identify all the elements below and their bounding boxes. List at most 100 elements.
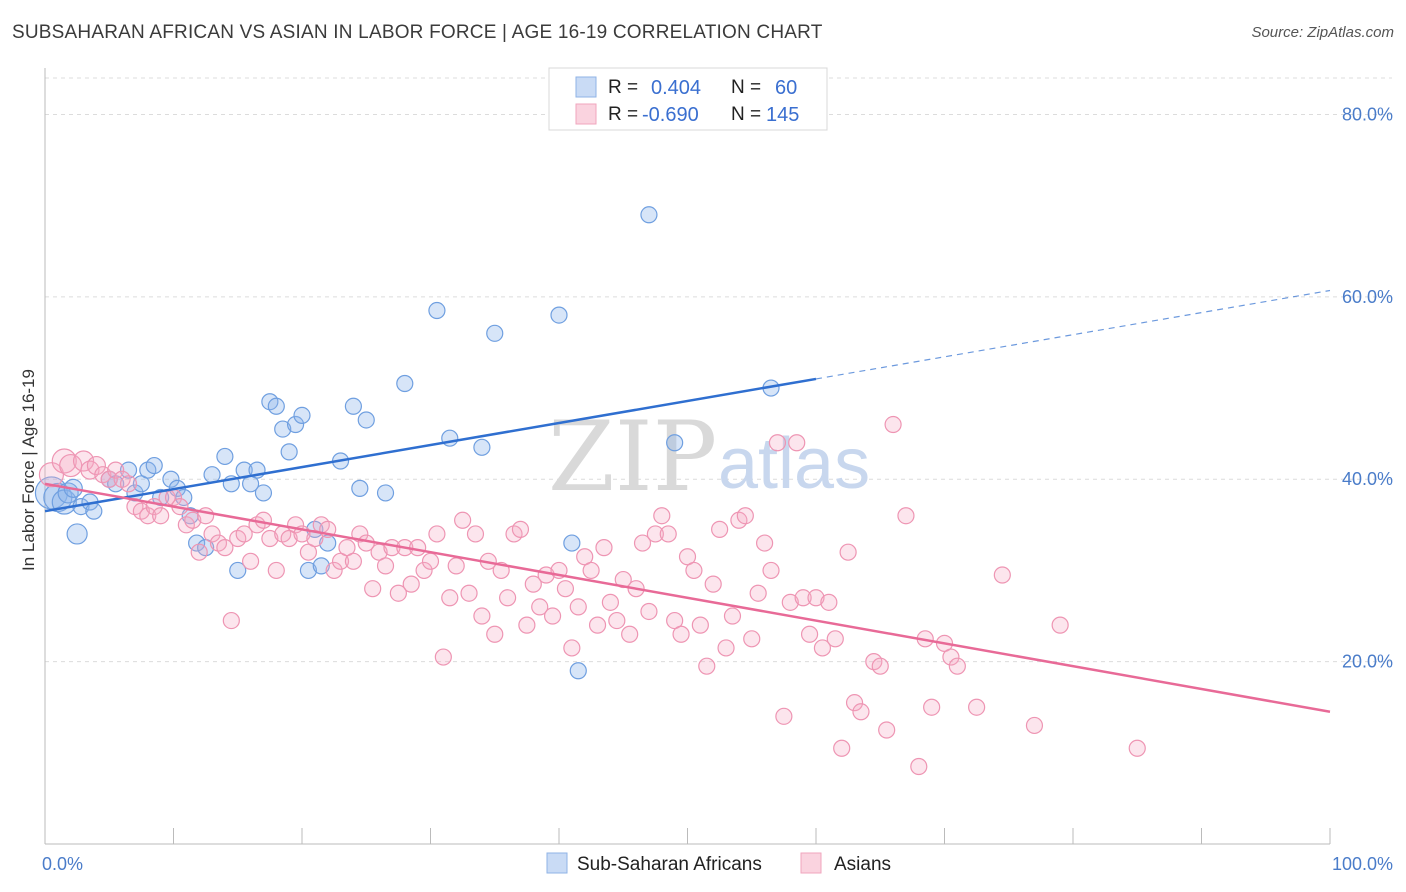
point-subsaharan [293, 406, 311, 425]
point-subsaharan [254, 484, 273, 502]
point-subsaharan [396, 374, 414, 393]
point-asian [794, 589, 812, 607]
point-asian [518, 616, 536, 634]
point-asian [807, 589, 825, 607]
point-asian [409, 539, 427, 557]
point-asian [820, 593, 838, 611]
point-asian [466, 525, 485, 543]
point-asian [698, 657, 716, 675]
trend-line-asian [44, 482, 1331, 714]
point-asian [736, 507, 754, 525]
point-asian [1128, 739, 1146, 757]
y-tick-label: 40.0% [1342, 469, 1393, 489]
point-asian [235, 525, 253, 543]
point-asian [775, 707, 793, 725]
point-subsaharan [66, 523, 88, 545]
watermark-zip: ZIP [548, 401, 717, 513]
trend-layer [44, 289, 1331, 714]
point-asian [254, 511, 273, 529]
y-axis-label: In Labor Force | Age 16-19 [19, 369, 38, 571]
point-subsaharan [357, 411, 375, 429]
point-asian [633, 534, 652, 552]
point-asian [486, 625, 504, 643]
point-asian [325, 561, 343, 580]
point-asian [672, 625, 690, 643]
point-asian [826, 630, 844, 648]
trend-line-subsaharan-extension [815, 289, 1331, 380]
point-asian [588, 616, 607, 634]
point-asian [543, 607, 562, 625]
point-asian [717, 639, 735, 657]
legend-r-value-blue: 0.404 [651, 77, 701, 99]
point-asian [691, 616, 709, 634]
legend-bottom-swatch-pink [800, 852, 822, 874]
point-asian [454, 511, 472, 529]
point-asian [878, 721, 896, 739]
legend-n-label-blue: N = [731, 77, 761, 98]
trend-line-subsaharan [44, 377, 817, 513]
point-asian [531, 598, 549, 616]
point-asian [948, 657, 966, 675]
point-asian [447, 557, 465, 575]
legend-bottom-swatch-blue [546, 852, 568, 874]
point-asian [845, 694, 864, 712]
point-asian [723, 607, 742, 625]
chart-title: SUBSAHARAN AFRICAN VS ASIAN IN LABOR FOR… [12, 22, 823, 43]
point-asian [711, 520, 729, 538]
point-asian [621, 625, 639, 643]
y-tick-label: 80.0% [1342, 104, 1393, 124]
points-layer [34, 206, 1146, 776]
point-subsaharan [486, 324, 504, 342]
point-asian [152, 507, 170, 525]
point-subsaharan [280, 443, 298, 461]
point-asian [511, 520, 530, 538]
point-asian [139, 507, 157, 525]
point-asian [556, 580, 575, 598]
point-asian [833, 739, 851, 757]
point-asian [768, 434, 787, 452]
point-asian [107, 461, 125, 479]
point-subsaharan [428, 301, 446, 320]
point-asian [601, 593, 620, 611]
point-asian [608, 611, 626, 630]
legend-swatch-pink [575, 103, 597, 125]
point-asian [261, 529, 279, 548]
point-asian [852, 703, 870, 721]
point-asian [415, 561, 433, 580]
point-asian [910, 757, 928, 776]
point-asian [38, 462, 65, 488]
point-asian [421, 552, 440, 570]
point-asian [595, 539, 613, 557]
point-subsaharan [473, 438, 491, 456]
point-asian [569, 598, 587, 616]
point-subsaharan [267, 397, 285, 415]
point-asian [800, 625, 819, 643]
point-subsaharan [569, 662, 587, 680]
point-subsaharan [216, 447, 234, 466]
point-asian [813, 639, 832, 657]
point-asian [884, 415, 902, 434]
point-subsaharan [351, 479, 369, 497]
legend-swatch-blue [575, 76, 597, 98]
legend-r-label-blue: R = [608, 77, 638, 98]
point-subsaharan [550, 306, 568, 324]
point-subsaharan [666, 434, 684, 452]
point-asian [653, 507, 671, 525]
point-asian [473, 607, 491, 625]
point-asian [871, 657, 889, 675]
point-asian [402, 575, 420, 593]
point-asian [203, 525, 221, 543]
legend-n-value-blue: 60 [775, 77, 797, 99]
point-asian [460, 584, 478, 602]
point-asian [1025, 716, 1044, 735]
point-asian [216, 539, 234, 557]
point-asian [755, 534, 774, 552]
point-asian [344, 552, 362, 570]
watermark-atlas: atlas [718, 424, 870, 504]
legend-n-value-pink: 145 [766, 104, 799, 126]
x-tick-label: 100.0% [1332, 854, 1393, 874]
legend-bottom: Sub-Saharan Africans Asians [546, 852, 891, 875]
point-asian [582, 561, 600, 580]
point-asian [762, 561, 780, 580]
y-tick-label: 20.0% [1342, 652, 1393, 672]
